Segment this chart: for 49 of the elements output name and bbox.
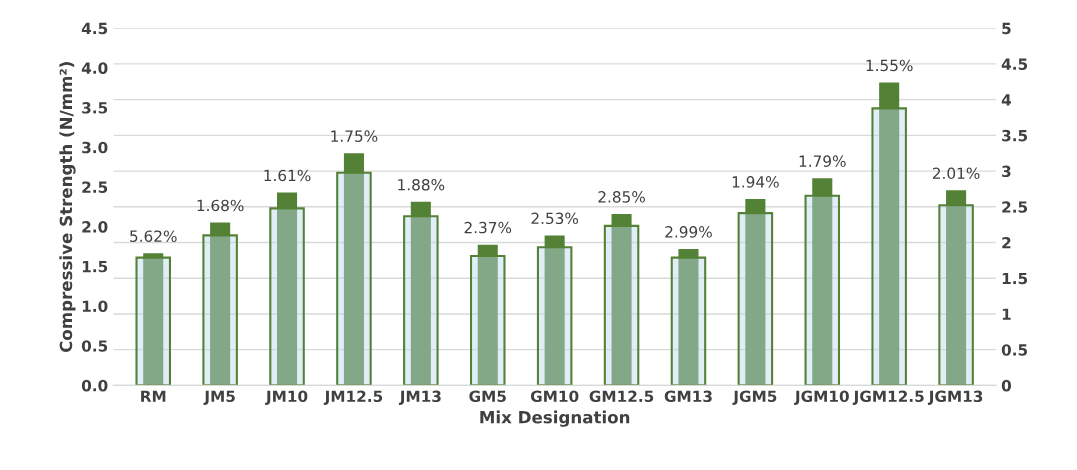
y-tick-label: 0.0: [81, 379, 108, 392]
annotation: 1.88%: [398, 178, 445, 191]
x-tick-label: RM: [141, 390, 166, 402]
x-tick-label: GM13: [664, 390, 712, 403]
annotation: 1.79%: [799, 155, 846, 167]
annotation: 1.68%: [197, 199, 244, 212]
y2-tick-label: 3.5: [1002, 129, 1028, 142]
x-tick-label: GM5: [469, 390, 506, 403]
x-tick-label: GM10: [530, 390, 579, 403]
y-tick-label: 4.5: [81, 22, 108, 35]
annotation: 1.94%: [732, 176, 779, 188]
x-tick-label: JM10: [265, 390, 308, 405]
x-tick-label: GM12.5: [589, 390, 654, 403]
x-tick-label: JGM12.5: [852, 390, 924, 405]
x-tick-label: JGM10: [794, 390, 849, 405]
x-tick-label: JM12.5: [323, 390, 383, 405]
x-tick-label: JM5: [203, 390, 235, 405]
y-axis-title: Compressive Strength (N/mm²): [59, 62, 76, 353]
y-tick-label: 4.0: [81, 62, 108, 74]
y2-tick-label: 0: [1001, 379, 1011, 392]
y-tick-label: 2.5: [82, 181, 108, 193]
y-tick-label: 0.5: [81, 340, 108, 352]
annotation: 1.55%: [866, 59, 913, 72]
annotation: 1.75%: [331, 130, 378, 142]
annotation: 1.61%: [264, 169, 311, 182]
y-tick-label: 3.0: [82, 141, 108, 154]
annotation: 2.99%: [665, 226, 712, 238]
y2-tick-label: 3: [1002, 165, 1011, 178]
x-tick-label: JM13: [398, 390, 441, 405]
annotation: 2.85%: [598, 191, 645, 203]
y-tick-label: 3.5: [82, 102, 108, 114]
y2-tick-label: 2: [1002, 236, 1011, 249]
x-axis-title: Mix Designation: [480, 410, 630, 427]
annotation: 2.01%: [932, 167, 980, 180]
annotation: 2.37%: [464, 221, 512, 234]
annotation: 2.53%: [531, 212, 579, 225]
y2-tick-label: 0.5: [1001, 344, 1028, 356]
y2-tick-label: 4: [1001, 94, 1012, 106]
x-tick-label: JGM13: [927, 390, 983, 405]
y2-tick-label: 1: [1002, 308, 1011, 320]
y2-tick-label: 2.5: [1002, 201, 1028, 213]
y2-tick-label: 1.5: [1002, 272, 1028, 285]
y-tick-label: 1.0: [82, 300, 108, 313]
y2-tick-label: 4.5: [1001, 58, 1028, 70]
y2-tick-label: 5: [1002, 22, 1011, 35]
y-tick-label: 2.0: [82, 221, 108, 233]
y-tick-label: 1.5: [82, 261, 108, 273]
x-tick-label: JGM5: [732, 390, 777, 405]
annotation: 5.62%: [130, 230, 177, 242]
